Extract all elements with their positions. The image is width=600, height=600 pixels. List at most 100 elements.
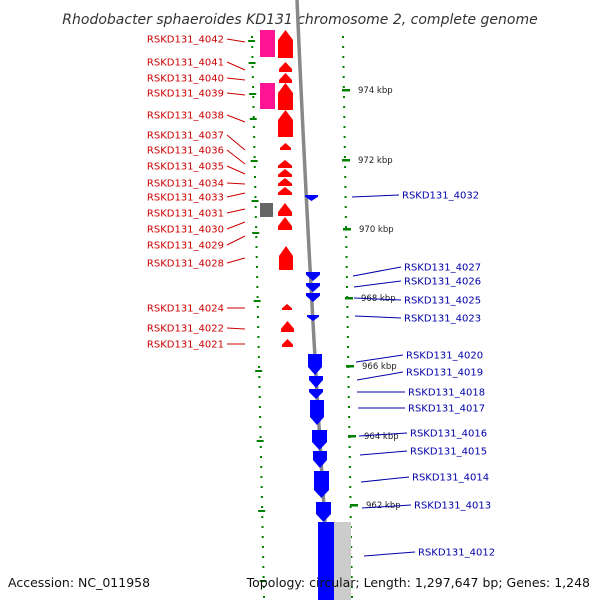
reverse-gene-label[interactable]: RSKD131_4016 xyxy=(410,429,487,440)
forward-gene-label[interactable]: RSKD131_4029 xyxy=(147,241,224,252)
forward-gene-arrow[interactable] xyxy=(278,187,292,195)
forward-gene-label[interactable]: RSKD131_4028 xyxy=(147,259,224,270)
track-dash xyxy=(248,62,256,64)
forward-gene-arrow[interactable] xyxy=(281,321,294,332)
reverse-gene-feature[interactable] xyxy=(318,522,334,600)
track-dot xyxy=(349,506,352,508)
reverse-gene-label[interactable]: RSKD131_4032 xyxy=(402,191,479,202)
scale-tick-label: 972 kbp xyxy=(358,156,393,166)
forward-gene-label[interactable]: RSKD131_4036 xyxy=(147,146,224,157)
track-dot xyxy=(254,176,256,178)
reverse-gene-arrow[interactable] xyxy=(308,354,322,375)
reverse-gene-arrow[interactable] xyxy=(309,376,323,388)
forward-label-leader xyxy=(226,221,246,230)
track-dot xyxy=(350,546,353,548)
reverse-gene-label[interactable]: RSKD131_4027 xyxy=(404,263,481,274)
forward-gene-arrow[interactable] xyxy=(278,110,293,137)
track-dot xyxy=(346,306,349,308)
pseudo-gene-feature[interactable] xyxy=(260,83,275,109)
forward-gene-label[interactable]: RSKD131_4033 xyxy=(147,193,224,204)
reverse-gene-arrow[interactable] xyxy=(313,451,327,468)
forward-gene-arrow[interactable] xyxy=(279,62,292,72)
reverse-gene-label[interactable]: RSKD131_4013 xyxy=(414,501,491,512)
forward-gene-label[interactable]: RSKD131_4040 xyxy=(147,74,224,85)
track-dot xyxy=(258,386,261,388)
forward-gene-arrow[interactable] xyxy=(279,73,292,83)
track-dot xyxy=(350,536,353,538)
scale-tick-label: 962 kbp xyxy=(366,501,401,511)
forward-gene-arrow[interactable] xyxy=(278,169,292,177)
forward-gene-arrow[interactable] xyxy=(278,217,292,230)
forward-gene-label[interactable]: RSKD131_4021 xyxy=(147,340,224,351)
track-dot xyxy=(344,196,347,198)
reverse-gene-arrow[interactable] xyxy=(306,272,320,281)
reverse-gene-label[interactable]: RSKD131_4023 xyxy=(404,314,481,325)
track-dot xyxy=(253,146,256,148)
other-gene-feature[interactable] xyxy=(260,203,273,217)
track-dot xyxy=(258,376,261,378)
reverse-gene-label[interactable]: RSKD131_4012 xyxy=(418,548,495,559)
track-dot xyxy=(342,86,345,88)
track-dot xyxy=(344,206,347,208)
forward-gene-arrow[interactable] xyxy=(278,160,292,168)
track-dot xyxy=(351,596,353,598)
forward-gene-label[interactable]: RSKD131_4041 xyxy=(147,58,224,69)
reverse-gene-arrow[interactable] xyxy=(316,502,331,522)
forward-label-leader xyxy=(226,165,246,175)
forward-gene-arrow[interactable] xyxy=(282,339,293,347)
reverse-gene-label[interactable]: RSKD131_4017 xyxy=(408,404,485,415)
track-dot xyxy=(256,306,259,308)
track-dot xyxy=(348,466,351,468)
track-dot xyxy=(349,486,352,488)
reverse-gene-arrow[interactable] xyxy=(306,293,320,302)
reverse-gene-label[interactable]: RSKD131_4019 xyxy=(406,368,483,379)
forward-gene-label[interactable]: RSKD131_4037 xyxy=(147,131,224,142)
track-dash xyxy=(249,118,257,120)
track-dot xyxy=(345,256,348,258)
forward-gene-arrow[interactable] xyxy=(278,83,293,110)
track-dot xyxy=(254,186,257,188)
track-dot xyxy=(260,466,263,468)
forward-gene-arrow[interactable] xyxy=(278,30,293,58)
reverse-gene-arrow[interactable] xyxy=(306,283,320,292)
forward-gene-arrow[interactable] xyxy=(278,178,292,186)
track-dot xyxy=(254,196,257,198)
reverse-gene-arrow[interactable] xyxy=(309,389,323,399)
track-dot xyxy=(347,376,350,378)
track-dot xyxy=(261,526,264,528)
reverse-gene-arrow[interactable] xyxy=(312,430,327,450)
forward-gene-label[interactable]: RSKD131_4035 xyxy=(147,162,224,173)
forward-gene-label[interactable]: RSKD131_4022 xyxy=(147,324,224,335)
forward-label-leader xyxy=(226,235,246,246)
track-dot xyxy=(342,96,345,98)
pseudo-gene-feature[interactable] xyxy=(260,30,275,57)
forward-gene-label[interactable]: RSKD131_4038 xyxy=(147,111,224,122)
forward-gene-arrow[interactable] xyxy=(282,304,292,310)
reverse-gene-label[interactable]: RSKD131_4025 xyxy=(404,296,481,307)
forward-gene-arrow[interactable] xyxy=(279,246,293,270)
forward-gene-arrow[interactable] xyxy=(280,143,291,150)
forward-gene-label[interactable]: RSKD131_4034 xyxy=(147,179,224,190)
reverse-gene-label[interactable]: RSKD131_4018 xyxy=(408,388,485,399)
forward-label-leader xyxy=(226,38,246,43)
reverse-gene-label[interactable]: RSKD131_4014 xyxy=(412,473,489,484)
forward-label-leader xyxy=(226,134,246,151)
forward-gene-arrow[interactable] xyxy=(278,203,292,216)
forward-gene-label[interactable]: RSKD131_4042 xyxy=(147,35,224,46)
reverse-gene-arrow[interactable] xyxy=(307,315,319,321)
track-dot xyxy=(343,126,346,128)
track-dot xyxy=(346,336,349,338)
reverse-gene-arrow[interactable] xyxy=(314,471,329,498)
reverse-gene-label[interactable]: RSKD131_4015 xyxy=(410,447,487,458)
track-dot xyxy=(251,66,254,68)
forward-gene-label[interactable]: RSKD131_4024 xyxy=(147,304,224,315)
forward-gene-label[interactable]: RSKD131_4031 xyxy=(147,209,224,220)
forward-gene-label[interactable]: RSKD131_4030 xyxy=(147,225,224,236)
reverse-gene-arrow[interactable] xyxy=(310,400,324,425)
forward-gene-label[interactable]: RSKD131_4039 xyxy=(147,89,224,100)
reverse-gene-label[interactable]: RSKD131_4026 xyxy=(404,277,481,288)
track-dot xyxy=(258,406,261,408)
reverse-gene-arrow[interactable] xyxy=(305,195,318,201)
reverse-gene-label[interactable]: RSKD131_4020 xyxy=(406,351,483,362)
grey-region-feature[interactable] xyxy=(334,522,351,600)
